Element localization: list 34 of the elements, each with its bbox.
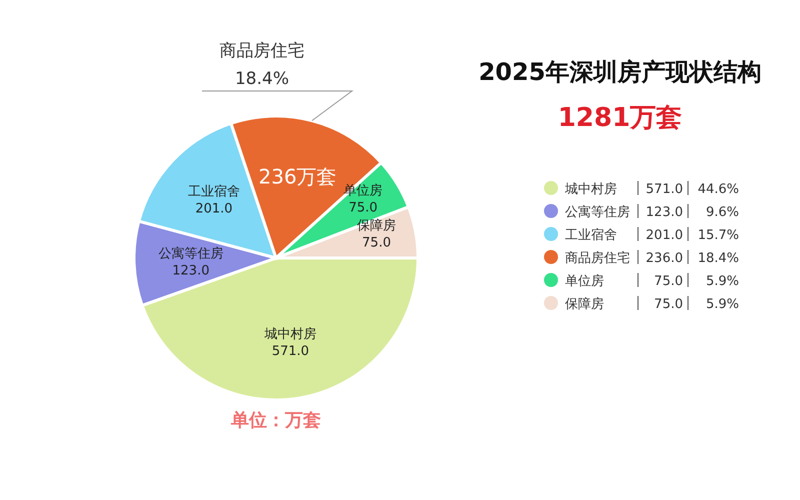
text: 123.0 [646,205,683,220]
legend-label: 保障房 [565,296,604,312]
legend-label: 单位房 [565,273,604,289]
text: 18.4% [698,251,739,266]
data-label: 201.0 [195,202,233,217]
legend-label: 公寓等住房 [565,204,630,220]
slice-label: 单位房 [344,182,383,198]
text: 236万套 [258,164,337,189]
text: 单位：万套 [230,410,321,431]
legend-label: 工业宿舍 [565,227,617,243]
text: 75.0 [654,274,683,289]
slice-label: 城中村房 [263,326,316,342]
legend-label: 城中村房 [564,181,617,197]
text: 571.0 [646,182,683,197]
data-label: 236.0 [646,251,683,266]
slice-label: 商品房住宅 [219,41,304,61]
text: 2025年深圳房产现状结构 [478,58,762,86]
data-label: 75.0 [362,235,391,250]
slice-label: 公寓等住房 [158,245,224,262]
text: 201.0 [646,228,683,243]
legend-label: 商品房住宅 [565,250,630,266]
text: 75.0 [654,297,683,312]
slice-label: 工业宿舍 [188,184,240,200]
text: 9.6% [706,205,739,220]
text: 44.6% [698,182,739,197]
slice-label: 保障房 [357,217,396,234]
text: 15.7% [698,228,739,243]
text: 5.9% [706,297,739,312]
data-label: 123.0 [172,263,210,278]
text: 18.4% [234,69,290,89]
text: 5.9% [706,274,739,289]
text: 1281万套 [558,103,682,133]
data-label: 571.0 [272,344,310,359]
data-label: 75.0 [348,200,378,216]
